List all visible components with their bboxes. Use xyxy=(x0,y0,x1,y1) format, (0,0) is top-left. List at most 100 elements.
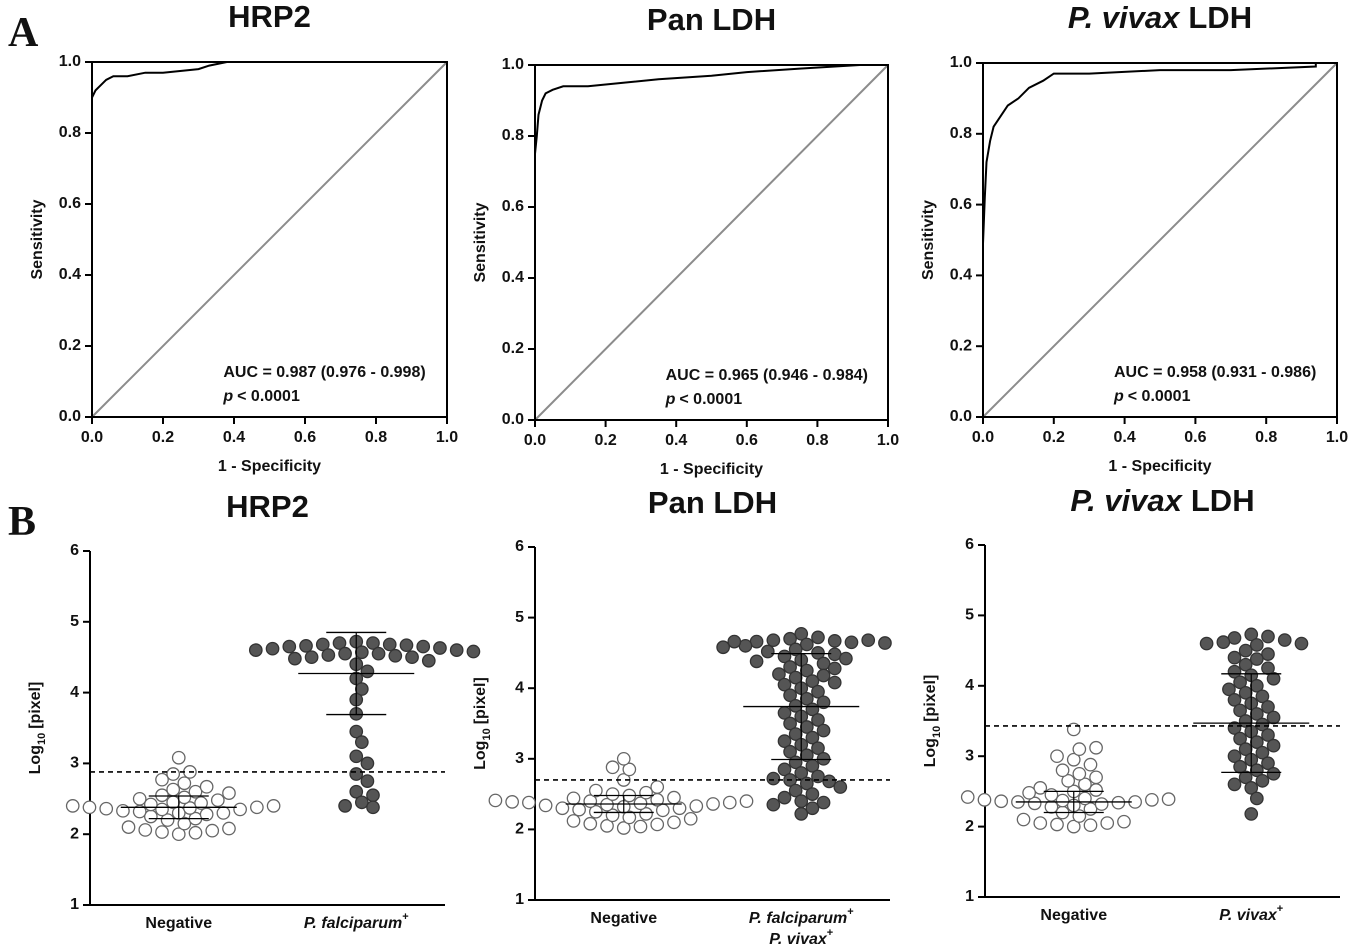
data-point xyxy=(138,823,153,837)
reference-line xyxy=(91,61,448,418)
y-axis-label: Log10 [pixel] xyxy=(27,682,48,775)
data-point xyxy=(349,784,364,799)
data-point xyxy=(588,804,603,819)
y-tick-label: 3 xyxy=(515,750,524,767)
x-axis-label: 1 - Specificity xyxy=(1108,458,1211,475)
chart-title: HRP2 xyxy=(228,0,311,34)
data-point xyxy=(1261,647,1275,661)
data-point xyxy=(1249,791,1264,806)
data-point xyxy=(315,637,330,652)
y-label-text: [pixel] xyxy=(472,677,489,724)
data-point xyxy=(1022,785,1036,800)
data-point xyxy=(388,648,403,663)
roc-curve xyxy=(982,63,1317,417)
x-tick-label: 0.2 xyxy=(1043,429,1065,446)
data-point xyxy=(783,660,797,674)
x-tick-label: 0.8 xyxy=(1255,429,1277,446)
data-point xyxy=(288,651,302,666)
data-point xyxy=(366,636,380,650)
data-point xyxy=(816,795,831,810)
data-point xyxy=(1233,731,1247,746)
data-point xyxy=(366,800,380,815)
data-point xyxy=(783,716,797,731)
data-point xyxy=(449,643,464,657)
data-point xyxy=(833,780,848,794)
x-tick-label: 0.6 xyxy=(294,429,316,446)
category-text: P. vivax xyxy=(769,931,828,948)
data-point xyxy=(1089,740,1103,755)
data-point xyxy=(177,816,192,831)
data-point xyxy=(1261,629,1275,644)
data-point xyxy=(188,784,203,799)
category-text: P. falciparum xyxy=(304,915,402,932)
data-point xyxy=(121,820,136,834)
data-point xyxy=(1255,717,1270,732)
y-tick-label: 0.0 xyxy=(59,408,81,425)
data-point xyxy=(760,644,775,659)
data-point xyxy=(616,751,631,766)
data-point xyxy=(144,797,158,812)
data-point xyxy=(177,776,192,791)
data-point xyxy=(216,806,231,820)
data-point xyxy=(1145,792,1159,807)
y-label-text: Log xyxy=(27,745,44,774)
y-tick-label: 0.0 xyxy=(502,411,524,428)
panel-label: A xyxy=(8,10,39,56)
data-point xyxy=(1078,791,1092,806)
y-tick-label: 0.4 xyxy=(950,267,972,284)
data-point xyxy=(1227,721,1242,735)
data-point xyxy=(1050,817,1064,832)
data-point xyxy=(354,645,369,660)
y-tick-label: 3 xyxy=(70,755,79,772)
data-point xyxy=(1277,633,1292,647)
y-tick-label: 5 xyxy=(515,609,524,626)
y-label-text: [pixel] xyxy=(922,675,939,722)
category-text: Negative xyxy=(1040,907,1107,924)
reference-line xyxy=(982,62,1338,418)
x-tick-label: 0.0 xyxy=(972,429,994,446)
chart-title: HRP2 xyxy=(226,489,309,524)
data-point xyxy=(349,767,364,781)
x-tick-label: 0.6 xyxy=(736,432,758,449)
data-point xyxy=(805,787,820,801)
y-tick-label: 2 xyxy=(515,821,524,838)
plot-frame xyxy=(534,64,889,421)
data-point xyxy=(360,664,375,679)
data-point xyxy=(583,816,598,831)
data-point xyxy=(222,821,236,836)
p-symbol: p xyxy=(1113,388,1124,405)
y-tick-label: 4 xyxy=(965,677,974,694)
data-point xyxy=(405,650,419,665)
y-axis-label: Log10 [pixel] xyxy=(922,675,943,768)
data-point xyxy=(689,799,704,813)
data-point xyxy=(155,802,169,817)
data-point xyxy=(1244,781,1259,795)
title-text: HRP2 xyxy=(226,489,309,524)
data-point xyxy=(799,748,814,763)
title-text: HRP2 xyxy=(228,0,311,34)
x-tick-label: 0.0 xyxy=(524,432,546,449)
data-point xyxy=(1249,707,1264,721)
data-point xyxy=(672,801,687,816)
data-point xyxy=(788,783,803,798)
data-point xyxy=(354,735,369,750)
data-point xyxy=(977,792,992,807)
data-point xyxy=(188,825,203,840)
data-point xyxy=(1261,756,1275,771)
data-point xyxy=(1055,763,1070,778)
data-point xyxy=(1249,678,1264,693)
y-tick-label: 2 xyxy=(965,818,974,835)
data-point xyxy=(805,674,820,688)
y-tick-label: 6 xyxy=(515,538,524,555)
data-point xyxy=(822,774,837,789)
data-point xyxy=(466,644,481,659)
data-point xyxy=(605,760,620,775)
data-point xyxy=(1255,689,1270,704)
data-point xyxy=(799,720,814,734)
data-point xyxy=(1027,796,1042,811)
data-point xyxy=(1233,703,1247,718)
title-text: LDH xyxy=(1191,483,1255,518)
y-label-subscript: 10 xyxy=(481,728,493,740)
x-tick-label: 0.6 xyxy=(1184,429,1206,446)
y-tick-label: 1.0 xyxy=(59,53,81,70)
